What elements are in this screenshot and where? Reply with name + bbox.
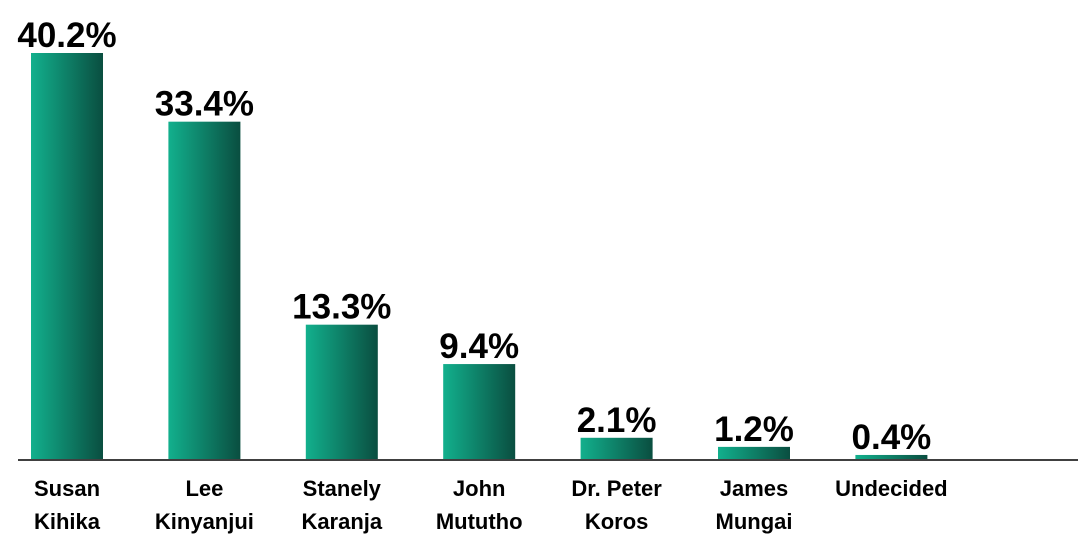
value-label: 2.1% [577, 401, 657, 440]
value-label: 1.2% [714, 410, 794, 449]
bar [305, 324, 378, 459]
bar [580, 437, 653, 459]
value-label: 13.3% [292, 288, 391, 327]
category-label: Stanely [303, 476, 382, 501]
value-label: 33.4% [155, 85, 254, 124]
bar [31, 53, 103, 459]
value-label: 0.4% [852, 418, 932, 457]
category-label: James [720, 476, 789, 501]
bar [168, 121, 241, 459]
category-label: Undecided [835, 476, 947, 501]
category-label: Lee [185, 476, 223, 501]
category-label: Koros [585, 509, 649, 534]
category-label: Karanja [301, 509, 382, 534]
category-label: Dr. Peter [571, 476, 662, 501]
bar [443, 364, 516, 459]
category-label: Susan [34, 476, 100, 501]
category-label: Kihika [34, 509, 101, 534]
category-label: Kinyanjui [155, 509, 254, 534]
category-label: Mututho [436, 509, 523, 534]
bar [855, 454, 928, 459]
bar [718, 446, 790, 459]
value-label: 9.4% [439, 327, 519, 366]
value-label: 40.2% [17, 16, 116, 55]
category-label: Mungai [716, 509, 793, 534]
category-label: John [453, 476, 506, 501]
